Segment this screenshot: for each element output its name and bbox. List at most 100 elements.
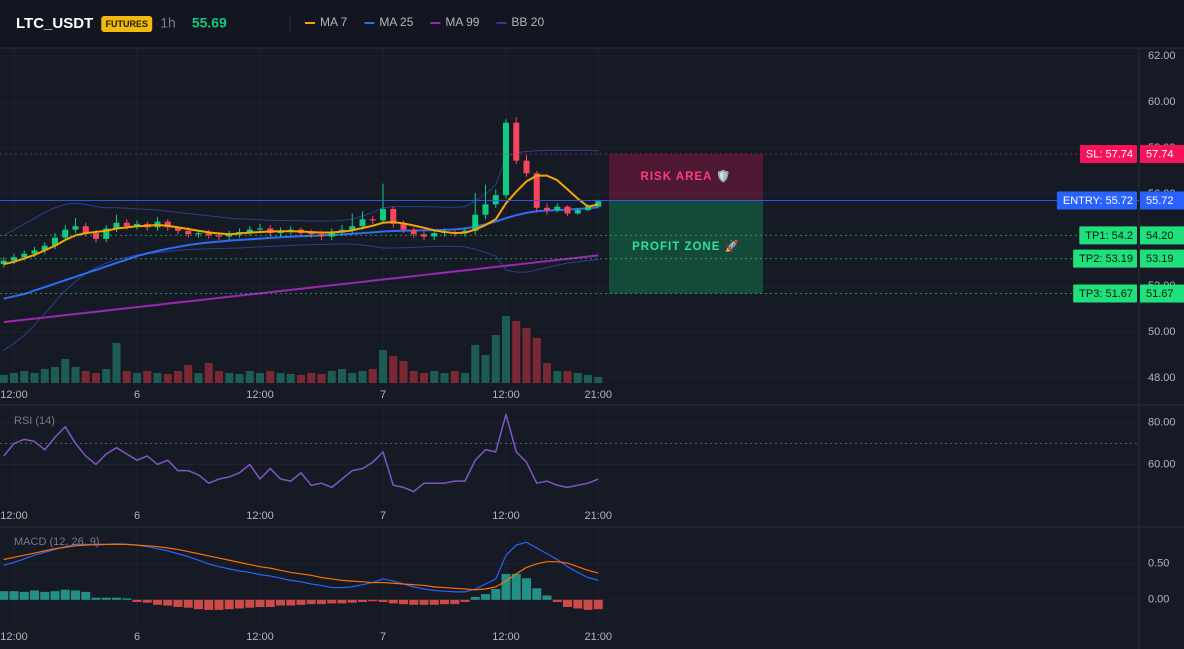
volume-bar [522, 328, 531, 383]
histogram-bar [429, 599, 439, 605]
histogram-bar [122, 598, 132, 600]
volume-bar [307, 373, 316, 383]
volume-bar [327, 371, 336, 383]
volume-bar [266, 371, 275, 383]
volume-bar [122, 371, 131, 383]
histogram-bar [40, 591, 50, 600]
volume-bar [481, 355, 490, 383]
bollinger-upper [3, 149, 599, 236]
volume-bar [245, 371, 254, 383]
volume-bar [502, 316, 510, 383]
histogram-bar [9, 591, 19, 600]
volume-bar [368, 369, 377, 383]
histogram-bar [204, 599, 214, 610]
candle-body [195, 233, 202, 235]
candle-body [492, 195, 499, 205]
x-tick-label: 12:00 [0, 631, 28, 643]
candle-body [31, 250, 38, 254]
volume-bar [471, 345, 480, 383]
price-tag: 54.20 [1146, 230, 1174, 242]
x-tick-label: 21:00 [584, 389, 612, 401]
level-tag: TP1: 54.2 [1085, 230, 1133, 242]
volume-bar [409, 371, 418, 383]
histogram-bar [245, 599, 255, 608]
histogram-bar [378, 599, 388, 602]
histogram-bar [481, 594, 490, 600]
candle-body [0, 260, 7, 265]
candle-body [226, 234, 233, 237]
x-tick-label: 7 [380, 631, 386, 643]
histogram-bar [337, 599, 347, 604]
volume-bar [584, 375, 592, 383]
zone [609, 200, 763, 294]
volume-bar [420, 373, 428, 383]
histogram-bar [317, 599, 326, 605]
candle-body [113, 222, 120, 229]
histogram-bar [409, 599, 419, 605]
price-tag-bg [1140, 284, 1184, 303]
histogram-bar [163, 599, 173, 606]
histogram-bar [60, 589, 70, 600]
histogram-bar [30, 590, 39, 600]
candle-body [503, 122, 509, 196]
volume-bar [379, 350, 387, 383]
indicator-line [3, 543, 599, 591]
candle-body [533, 173, 540, 208]
y-tick-label: 80.00 [1148, 417, 1176, 429]
volume-bar [204, 363, 213, 383]
candle-body [554, 206, 561, 211]
volume-bar [389, 356, 398, 383]
candle-body [123, 222, 130, 227]
x-tick-label: 6 [134, 389, 140, 401]
candle-body [359, 219, 366, 227]
histogram-bar [265, 599, 275, 608]
legend-label: MA 99 [445, 15, 479, 29]
candle-body [369, 219, 376, 221]
histogram-bar [50, 591, 60, 600]
price-tag-bg [1140, 249, 1184, 268]
volume-bar [563, 371, 572, 383]
histogram-bar [194, 599, 203, 610]
y-tick-label: 0.50 [1148, 558, 1169, 570]
volume-bar [543, 363, 551, 383]
level-tag-bg [1079, 144, 1137, 163]
badge-bg [101, 16, 153, 32]
price-tag-bg [1140, 191, 1184, 210]
histogram-bar [450, 599, 460, 605]
candle-body [134, 223, 140, 227]
histogram-bar [306, 599, 316, 605]
level-tag: TP2: 53.19 [1079, 253, 1133, 265]
bollinger-lower [3, 243, 599, 351]
price-tag-bg [1140, 226, 1184, 245]
badge: FUTURES [105, 19, 148, 29]
volume-bar [184, 365, 193, 383]
histogram-bar [224, 599, 234, 610]
candle-body [41, 245, 48, 251]
histogram-bar [296, 599, 306, 605]
pane-title: MACD (12, 26, 9) [14, 536, 100, 548]
candle-body [431, 233, 438, 237]
x-tick-label: 12:00 [246, 389, 274, 401]
candle-body [164, 221, 171, 228]
level-tag-bg [1073, 284, 1137, 303]
legend-label: MA 25 [379, 15, 413, 29]
candle-body [421, 234, 427, 237]
histogram-bar [460, 599, 470, 602]
volume-bar [553, 371, 562, 383]
last-price: 55.69 [192, 15, 227, 31]
candle-body [328, 231, 335, 237]
candle-body [287, 229, 294, 231]
candle-body [523, 160, 530, 174]
volume-bar [338, 369, 346, 383]
candle-body [564, 206, 571, 214]
volume-bar [276, 373, 285, 383]
histogram-bar [132, 599, 142, 602]
volume-bar [317, 374, 326, 383]
volume-bar [512, 321, 521, 383]
histogram-bar [563, 599, 572, 608]
histogram-bar [593, 599, 603, 610]
histogram-bar [347, 599, 357, 603]
volume-bar [594, 377, 603, 383]
x-tick-label: 7 [380, 389, 386, 401]
